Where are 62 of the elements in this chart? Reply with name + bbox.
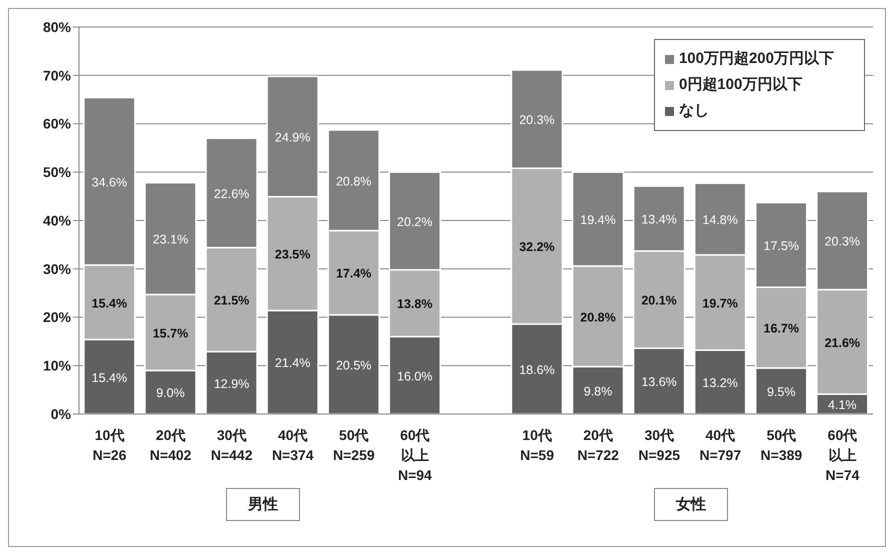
legend-label: 0円超100万円以下 xyxy=(678,75,804,95)
data-label: 12.9% xyxy=(214,376,250,391)
data-label: 19.4% xyxy=(580,213,616,228)
data-label: 13.2% xyxy=(702,376,738,390)
data-label: 4.1% xyxy=(828,398,857,412)
data-label: 21.6% xyxy=(824,336,860,350)
data-label: 16.7% xyxy=(764,322,799,336)
data-label: 20.5% xyxy=(336,358,372,372)
x-tick-label: 30代 N=925 xyxy=(638,427,680,463)
data-label: 13.6% xyxy=(641,375,677,390)
data-label: 9.0% xyxy=(156,386,185,400)
y-tick-label: 10% xyxy=(42,358,72,374)
x-tick-label: 10代 N=26 xyxy=(92,427,127,463)
data-label: 20.3% xyxy=(519,113,555,128)
legend-label: なし xyxy=(678,101,710,121)
x-tick-label: 40代 N=797 xyxy=(699,427,742,463)
data-label: 23.5% xyxy=(274,248,310,262)
data-label: 14.8% xyxy=(702,213,738,228)
data-label: 20.3% xyxy=(824,234,860,249)
y-tick-label: 30% xyxy=(42,260,72,277)
text: 女性 xyxy=(654,488,728,521)
data-label: 13.4% xyxy=(641,212,677,227)
data-label: 16.0% xyxy=(397,369,432,384)
data-label: 19.7% xyxy=(702,296,738,310)
data-label: 21.4% xyxy=(274,356,310,370)
data-label: 15.4% xyxy=(92,296,128,310)
data-label: 9.8% xyxy=(584,384,612,398)
data-label: 20.8% xyxy=(336,174,372,188)
legend-label: 100万円超200万円以下 xyxy=(678,49,834,69)
y-tick-label: 40% xyxy=(42,212,72,228)
x-tick-label: 30代 N=442 xyxy=(210,427,253,463)
data-label: 22.6% xyxy=(214,186,250,201)
data-label: 18.6% xyxy=(519,363,555,378)
data-label: 17.5% xyxy=(764,238,799,253)
y-tick-label: 60% xyxy=(42,116,72,132)
y-tick-label: 20% xyxy=(42,309,72,326)
data-label: 23.1% xyxy=(152,232,188,247)
text: 男性 xyxy=(226,488,300,521)
data-label: 15.4% xyxy=(92,370,128,385)
x-tick-label: 50代 N=389 xyxy=(760,427,802,463)
data-label: 24.9% xyxy=(274,130,310,145)
data-label: 20.1% xyxy=(641,294,677,308)
y-tick-label: 70% xyxy=(42,67,72,84)
y-tick-label: 80% xyxy=(42,18,72,35)
x-tick-label: 20代 N=402 xyxy=(150,427,192,463)
x-tick-label: 10代 N=59 xyxy=(520,427,554,463)
data-label: 32.2% xyxy=(519,240,555,254)
data-label: 20.2% xyxy=(397,214,432,229)
y-tick-label: 0% xyxy=(50,406,72,422)
x-tick-label: 50代 N=259 xyxy=(333,427,375,463)
data-label: 34.6% xyxy=(92,175,128,190)
x-tick-label: 20代 N=722 xyxy=(577,427,620,463)
data-label: 15.7% xyxy=(152,326,188,340)
data-label: 20.8% xyxy=(580,310,616,324)
x-tick-label: 60代以上 N=94 xyxy=(398,427,432,483)
data-label: 13.8% xyxy=(397,297,432,312)
x-tick-label: 60代以上 N=74 xyxy=(826,427,860,483)
y-tick-label: 50% xyxy=(42,164,72,180)
data-label: 17.4% xyxy=(336,266,372,281)
data-label: 21.5% xyxy=(214,294,250,308)
x-tick-label: 40代 N=374 xyxy=(272,427,314,463)
data-label: 9.5% xyxy=(766,385,796,400)
